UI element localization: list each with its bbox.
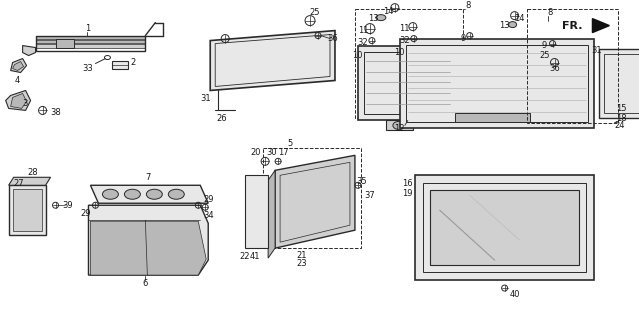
Text: 11: 11 [358, 26, 368, 35]
Ellipse shape [509, 22, 516, 28]
Text: 24: 24 [614, 121, 625, 130]
Text: 8: 8 [548, 8, 553, 17]
Polygon shape [593, 19, 609, 33]
Text: 40: 40 [509, 290, 520, 299]
Text: 21: 21 [297, 251, 307, 260]
Text: 20: 20 [251, 148, 261, 157]
Text: 31: 31 [200, 94, 211, 103]
Text: 1: 1 [85, 24, 90, 33]
Text: 16: 16 [403, 179, 413, 188]
Text: 32: 32 [399, 36, 410, 45]
Text: 29: 29 [203, 195, 214, 204]
Polygon shape [13, 61, 24, 70]
Text: 18: 18 [616, 114, 627, 123]
Polygon shape [90, 221, 206, 275]
Polygon shape [11, 93, 27, 108]
Ellipse shape [376, 15, 386, 20]
Text: 7: 7 [146, 173, 151, 182]
Polygon shape [90, 185, 208, 203]
Text: 2: 2 [131, 58, 136, 67]
Text: 10: 10 [351, 51, 362, 60]
Polygon shape [8, 185, 45, 235]
Bar [527, 9, 618, 124]
Polygon shape [113, 60, 129, 68]
Text: 31: 31 [591, 46, 602, 55]
Text: 9: 9 [460, 34, 465, 43]
Text: 8: 8 [465, 1, 470, 10]
Polygon shape [358, 45, 458, 120]
Polygon shape [430, 190, 579, 265]
Polygon shape [36, 44, 145, 48]
Text: 23: 23 [297, 259, 307, 268]
Polygon shape [600, 49, 640, 118]
Text: 27: 27 [13, 179, 24, 188]
Text: 5: 5 [287, 139, 292, 148]
Polygon shape [88, 205, 208, 275]
Text: 6: 6 [143, 279, 148, 288]
Text: 15: 15 [616, 104, 627, 113]
Text: 26: 26 [217, 114, 227, 123]
Text: 10: 10 [395, 48, 405, 57]
Text: 39: 39 [62, 201, 73, 210]
Text: 11: 11 [399, 24, 410, 33]
Text: 17: 17 [278, 148, 289, 157]
Polygon shape [11, 59, 27, 73]
Ellipse shape [147, 189, 163, 199]
Text: 36: 36 [549, 64, 560, 73]
Text: 3: 3 [22, 99, 28, 108]
Polygon shape [268, 170, 275, 258]
Text: 13: 13 [499, 21, 510, 30]
Text: 37: 37 [365, 191, 375, 200]
Polygon shape [13, 189, 42, 231]
Text: 14: 14 [383, 7, 393, 16]
Text: 36: 36 [328, 34, 339, 43]
Polygon shape [400, 39, 595, 128]
Text: 32: 32 [358, 38, 368, 47]
Text: 25: 25 [540, 51, 550, 60]
Polygon shape [210, 31, 335, 91]
Bar [355, 9, 463, 118]
Ellipse shape [168, 189, 184, 199]
Polygon shape [8, 177, 51, 185]
Text: 12: 12 [395, 124, 405, 133]
Polygon shape [36, 36, 145, 39]
Text: 13: 13 [369, 14, 380, 23]
Text: 34: 34 [203, 211, 214, 220]
Text: 9: 9 [542, 41, 547, 50]
Text: 19: 19 [403, 189, 413, 198]
Text: 25: 25 [310, 8, 320, 17]
Text: 29: 29 [80, 209, 91, 218]
Polygon shape [415, 175, 595, 280]
Text: 14: 14 [515, 14, 525, 23]
Text: 30: 30 [267, 148, 277, 157]
Text: 33: 33 [82, 64, 93, 73]
Polygon shape [36, 40, 145, 43]
Text: 41: 41 [250, 252, 260, 260]
Polygon shape [455, 113, 529, 123]
Text: 35: 35 [356, 177, 367, 186]
Text: 22: 22 [239, 252, 250, 260]
Polygon shape [22, 45, 36, 56]
Bar [56, 39, 74, 48]
Ellipse shape [393, 121, 405, 129]
Polygon shape [275, 155, 355, 248]
Bar [263, 148, 361, 248]
Text: 28: 28 [28, 168, 38, 177]
Text: FR.: FR. [562, 20, 583, 31]
Text: 4: 4 [15, 76, 20, 85]
Polygon shape [245, 175, 268, 248]
Text: 38: 38 [50, 108, 61, 117]
Polygon shape [6, 91, 31, 110]
Ellipse shape [102, 189, 118, 199]
Ellipse shape [124, 189, 140, 199]
Polygon shape [386, 120, 413, 130]
